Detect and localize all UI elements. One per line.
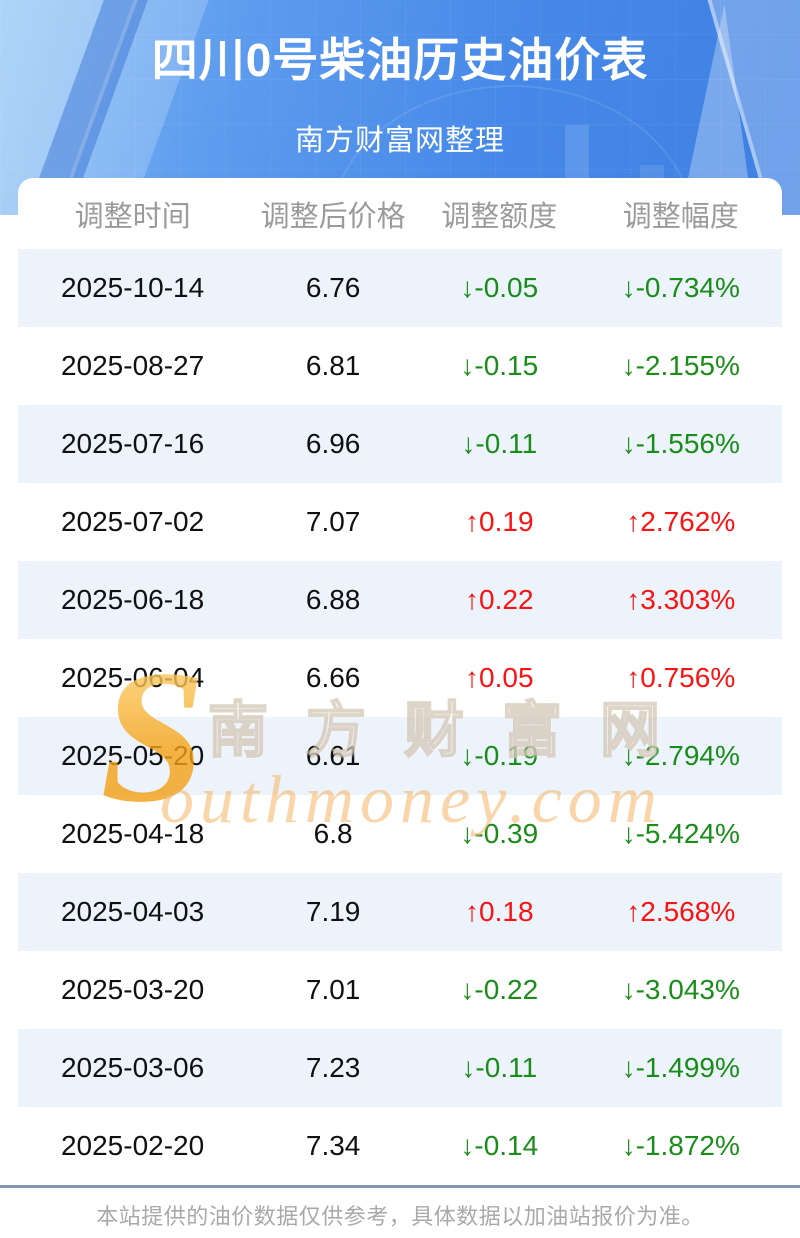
- cell-change-percent: ↑2.762%: [626, 506, 736, 537]
- cell-change-percent: ↓-1.872%: [621, 1130, 740, 1161]
- cell-change-amount: ↓-0.19: [460, 740, 539, 771]
- table-row: 2025-07-02 7.07 ↑0.19 ↑2.762%: [18, 483, 782, 561]
- table-row: 2025-08-27 6.81 ↓-0.15 ↓-2.155%: [18, 327, 782, 405]
- disclaimer-text: 本站提供的油价数据仅供参考，具体数据以加油站报价为准。: [96, 1203, 704, 1229]
- cell-price-after: 6.81: [305, 350, 361, 381]
- table-row: 2025-02-20 7.34 ↓-0.14 ↓-1.872%: [18, 1107, 782, 1185]
- cell-adjust-date: 2025-05-20: [60, 740, 205, 771]
- cell-price-after: 7.34: [305, 1130, 361, 1161]
- table-row: 2025-04-03 7.19 ↑0.18 ↑2.568%: [18, 873, 782, 951]
- cell-change-amount: ↓-0.39: [460, 818, 539, 849]
- column-header-change-amount: 调整额度: [441, 200, 558, 233]
- cell-change-amount: ↓-0.11: [461, 428, 538, 459]
- footer-divider: [0, 1185, 800, 1188]
- cell-change-percent: ↑3.303%: [626, 584, 736, 615]
- cell-change-amount: ↓-0.22: [460, 974, 539, 1005]
- cell-price-after: 7.23: [305, 1052, 361, 1083]
- cell-adjust-date: 2025-04-18: [60, 818, 205, 849]
- cell-change-percent: ↓-5.424%: [621, 818, 740, 849]
- cell-change-percent: ↓-3.043%: [621, 974, 740, 1005]
- cell-price-after: 6.8: [313, 818, 353, 849]
- footer: 本站提供的油价数据仅供参考，具体数据以加油站报价为准。: [0, 1188, 800, 1235]
- table-body: 2025-10-14 6.76 ↓-0.05 ↓-0.734% 2025-08-…: [18, 249, 782, 1185]
- cell-change-percent: ↑2.568%: [626, 896, 736, 927]
- cell-adjust-date: 2025-06-04: [60, 662, 205, 693]
- cell-change-amount: ↑0.19: [465, 506, 534, 537]
- cell-price-after: 6.88: [305, 584, 361, 615]
- cell-price-after: 7.19: [305, 896, 361, 927]
- cell-change-percent: ↓-2.794%: [621, 740, 740, 771]
- cell-adjust-date: 2025-02-20: [60, 1130, 205, 1161]
- cell-change-amount: ↓-0.15: [460, 350, 539, 381]
- cell-change-amount: ↑0.18: [465, 896, 534, 927]
- cell-change-amount: ↑0.22: [465, 584, 534, 615]
- cell-price-after: 6.96: [305, 428, 361, 459]
- column-header-price-after: 调整后价格: [260, 200, 406, 233]
- cell-price-after: 6.66: [305, 662, 361, 693]
- header-banner: 四川0号柴油历史油价表 南方财富网整理: [0, 0, 800, 215]
- cell-adjust-date: 2025-07-16: [60, 428, 205, 459]
- cell-adjust-date: 2025-08-27: [60, 350, 205, 381]
- cell-change-amount: ↑0.05: [465, 662, 534, 693]
- table-header-row: 调整时间 调整后价格 调整额度 调整幅度: [18, 178, 782, 249]
- cell-change-amount: ↓-0.05: [460, 272, 539, 303]
- column-header-adjust-date: 调整时间: [74, 200, 191, 233]
- column-header-change-percent: 调整幅度: [622, 200, 739, 233]
- table-row: 2025-03-20 7.01 ↓-0.22 ↓-3.043%: [18, 951, 782, 1029]
- page-subtitle: 南方财富网整理: [294, 125, 505, 157]
- cell-change-percent: ↓-1.499%: [621, 1052, 740, 1083]
- cell-adjust-date: 2025-03-20: [60, 974, 205, 1005]
- cell-change-amount: ↓-0.14: [460, 1130, 539, 1161]
- cell-change-percent: ↓-2.155%: [621, 350, 740, 381]
- cell-change-percent: ↓-1.556%: [621, 428, 740, 459]
- cell-adjust-date: 2025-10-14: [60, 272, 205, 303]
- price-table-card: 调整时间 调整后价格 调整额度 调整幅度 2025-10-14 6.76 ↓-0…: [18, 178, 782, 1185]
- table-row: 2025-03-06 7.23 ↓-0.11 ↓-1.499%: [18, 1029, 782, 1107]
- table-row: 2025-06-18 6.88 ↑0.22 ↑3.303%: [18, 561, 782, 639]
- table-row: 2025-10-14 6.76 ↓-0.05 ↓-0.734%: [18, 249, 782, 327]
- cell-price-after: 7.07: [305, 506, 361, 537]
- table-row: 2025-06-04 6.66 ↑0.05 ↑0.756%: [18, 639, 782, 717]
- cell-adjust-date: 2025-03-06: [60, 1052, 205, 1083]
- cell-adjust-date: 2025-04-03: [60, 896, 205, 927]
- cell-adjust-date: 2025-06-18: [60, 584, 205, 615]
- page-title: 四川0号柴油历史油价表: [151, 34, 649, 86]
- table-row: 2025-07-16 6.96 ↓-0.11 ↓-1.556%: [18, 405, 782, 483]
- cell-change-amount: ↓-0.11: [461, 1052, 538, 1083]
- cell-change-percent: ↑0.756%: [626, 662, 736, 693]
- table-row: 2025-04-18 6.8 ↓-0.39 ↓-5.424%: [18, 795, 782, 873]
- cell-change-percent: ↓-0.734%: [621, 272, 740, 303]
- cell-adjust-date: 2025-07-02: [60, 506, 205, 537]
- cell-price-after: 6.76: [305, 272, 361, 303]
- cell-price-after: 7.01: [305, 974, 361, 1005]
- table-row: 2025-05-20 6.61 ↓-0.19 ↓-2.794%: [18, 717, 782, 795]
- cell-price-after: 6.61: [305, 740, 361, 771]
